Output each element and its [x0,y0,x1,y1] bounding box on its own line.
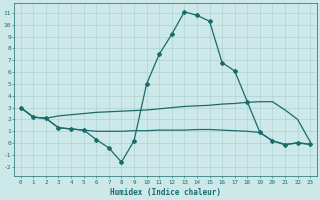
X-axis label: Humidex (Indice chaleur): Humidex (Indice chaleur) [110,188,221,197]
